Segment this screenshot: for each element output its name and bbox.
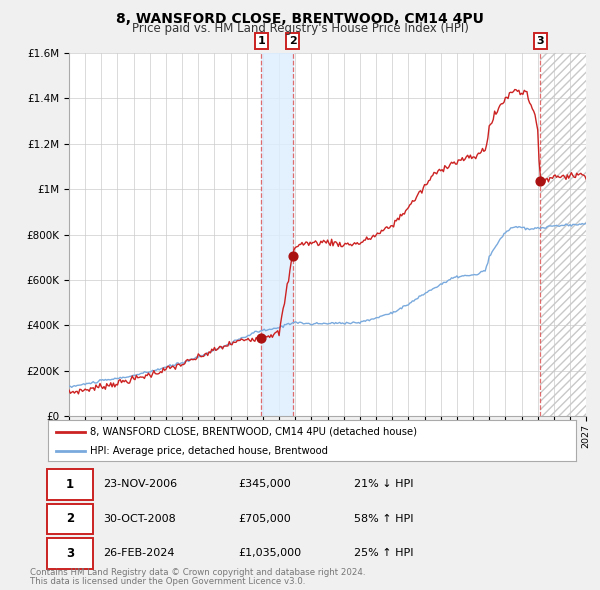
Point	[257, 333, 266, 342]
Text: 23-NOV-2006: 23-NOV-2006	[103, 479, 178, 489]
Text: 8, WANSFORD CLOSE, BRENTWOOD, CM14 4PU (detached house): 8, WANSFORD CLOSE, BRENTWOOD, CM14 4PU (…	[90, 427, 417, 437]
FancyBboxPatch shape	[47, 469, 94, 500]
Text: 3: 3	[536, 36, 544, 46]
Text: 1: 1	[257, 36, 265, 46]
Text: £1,035,000: £1,035,000	[238, 548, 301, 558]
Point	[535, 176, 545, 186]
Text: £345,000: £345,000	[238, 479, 291, 489]
FancyBboxPatch shape	[47, 538, 94, 569]
Point	[288, 251, 298, 261]
Text: 1: 1	[66, 478, 74, 491]
Text: HPI: Average price, detached house, Brentwood: HPI: Average price, detached house, Bren…	[90, 446, 328, 456]
Text: £705,000: £705,000	[238, 514, 291, 524]
Text: This data is licensed under the Open Government Licence v3.0.: This data is licensed under the Open Gov…	[30, 577, 305, 586]
FancyBboxPatch shape	[47, 504, 94, 534]
Text: Contains HM Land Registry data © Crown copyright and database right 2024.: Contains HM Land Registry data © Crown c…	[30, 568, 365, 577]
Text: Price paid vs. HM Land Registry's House Price Index (HPI): Price paid vs. HM Land Registry's House …	[131, 22, 469, 35]
Text: 2: 2	[289, 36, 296, 46]
Text: 21% ↓ HPI: 21% ↓ HPI	[354, 479, 414, 489]
Bar	[262, 53, 293, 416]
Text: 26-FEB-2024: 26-FEB-2024	[103, 548, 175, 558]
Text: 30-OCT-2008: 30-OCT-2008	[103, 514, 176, 524]
Text: 58% ↑ HPI: 58% ↑ HPI	[354, 514, 414, 524]
Text: 2: 2	[66, 512, 74, 525]
Text: 8, WANSFORD CLOSE, BRENTWOOD, CM14 4PU: 8, WANSFORD CLOSE, BRENTWOOD, CM14 4PU	[116, 12, 484, 26]
Text: 3: 3	[66, 547, 74, 560]
Bar	[540, 53, 586, 416]
Text: 25% ↑ HPI: 25% ↑ HPI	[354, 548, 414, 558]
